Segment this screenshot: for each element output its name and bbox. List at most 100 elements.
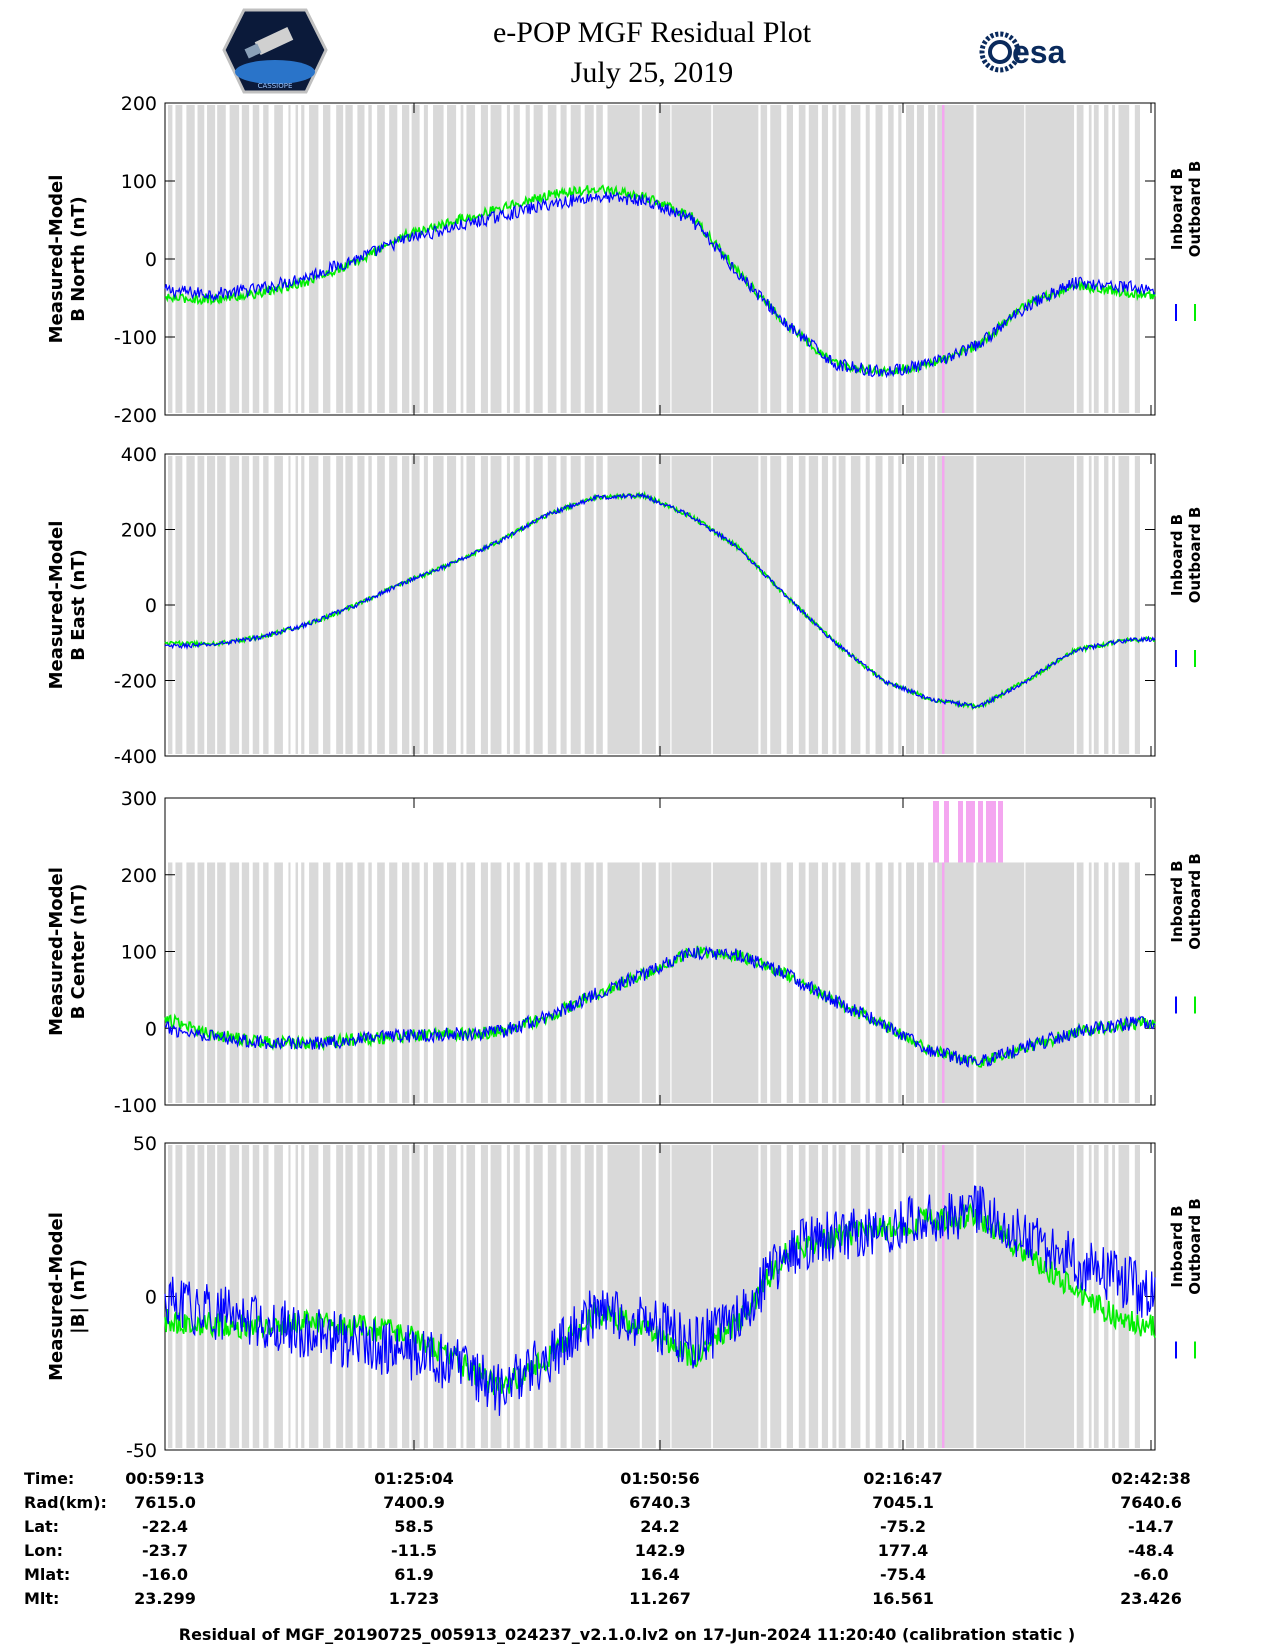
data-gap-band [336, 862, 344, 1103]
y-tick-label: -400 [114, 746, 157, 768]
data-gap-band [596, 862, 603, 1103]
data-gap-band [1104, 862, 1109, 1103]
page-date: July 25, 2019 [571, 56, 734, 89]
info-value: 7615.0 [134, 1493, 196, 1512]
y-axis-label: |B| (nT) [68, 1259, 89, 1334]
data-gap-band [301, 456, 305, 754]
info-label: Rad(km): [24, 1493, 107, 1512]
data-gap-band [832, 105, 837, 413]
data-gap-band [368, 862, 372, 1103]
data-gap-band [423, 456, 428, 754]
data-gap-band [197, 862, 205, 1103]
data-gap-band [658, 862, 671, 1103]
data-gap-band [309, 1145, 319, 1448]
data-gap-band [301, 1145, 305, 1448]
data-gap-band [480, 862, 488, 1103]
y-tick-label: 100 [121, 942, 157, 964]
data-gap-band [186, 456, 195, 754]
data-gap-band [570, 105, 581, 413]
info-value: 6740.3 [629, 1493, 691, 1512]
info-value: 7045.1 [872, 1493, 934, 1512]
data-gap-band [301, 105, 305, 413]
data-gap-band [377, 862, 385, 1103]
data-gap-band [252, 1145, 260, 1448]
data-gap-band [584, 105, 594, 413]
data-gap-band [336, 456, 344, 754]
data-gap-band [433, 105, 444, 413]
info-value: 16.561 [872, 1589, 934, 1608]
data-gap-band [671, 862, 712, 1103]
data-gap-band [295, 1145, 299, 1448]
data-gap-band [976, 105, 1025, 413]
info-value: 23.299 [134, 1589, 196, 1608]
info-value: 1.723 [389, 1589, 440, 1608]
data-gap-band [506, 456, 510, 754]
event-marker [986, 801, 996, 863]
data-gap-band [480, 105, 488, 413]
data-gap-band [460, 105, 464, 413]
info-value: 177.4 [878, 1541, 929, 1560]
data-gap-band [671, 456, 712, 754]
info-label: Mlat: [24, 1565, 70, 1584]
data-gap-band [401, 1145, 410, 1448]
data-gap-band [197, 105, 205, 413]
legend-outboard-label: Outboard B [1186, 161, 1204, 258]
data-gap-band [928, 456, 936, 754]
event-marker [958, 801, 963, 863]
event-marker [966, 801, 975, 863]
data-gap-band [1118, 105, 1130, 413]
legend-inboard-label: Inboard B [1168, 514, 1186, 596]
data-gap-band [1088, 456, 1092, 754]
data-gap-band [533, 105, 543, 413]
data-gap-band [513, 862, 520, 1103]
data-gap-band [808, 105, 819, 413]
data-gap-band [197, 1145, 205, 1448]
data-gap-band [865, 456, 870, 754]
data-gap-band [1093, 456, 1099, 754]
cassiope-logo: CASSIOPE [222, 8, 328, 94]
data-gap-band [898, 1145, 902, 1448]
data-gap-band [336, 105, 344, 413]
data-gap-band [466, 862, 476, 1103]
data-gap-band [1104, 456, 1109, 754]
data-gap-band [560, 105, 567, 413]
data-gap-band [1134, 456, 1140, 754]
info-row-lon: Lon: -23.7 -11.5 142.9 177.4 -48.4 [24, 1541, 1174, 1560]
data-gap-band [1093, 105, 1099, 413]
data-gap-band [401, 105, 410, 413]
info-value: -23.7 [142, 1541, 188, 1560]
data-gap-band [447, 862, 457, 1103]
data-gap-band [288, 105, 291, 413]
data-gap-band [207, 1145, 216, 1448]
data-gap-band [786, 105, 794, 413]
data-gap-band [241, 862, 250, 1103]
event-marker [942, 1145, 945, 1448]
data-gap-band [411, 862, 420, 1103]
data-gap-band [447, 456, 457, 754]
legend: Inboard B Outboard B [1168, 507, 1204, 667]
data-gap-band [252, 105, 260, 413]
data-gap-band [888, 1145, 894, 1448]
data-gap-band [906, 862, 915, 1103]
data-gap-band [175, 456, 183, 754]
data-gap-band [368, 456, 372, 754]
y-tick-label: 300 [121, 788, 157, 810]
data-gap-band [525, 862, 530, 1103]
data-gap-band [838, 1145, 846, 1448]
data-gap-band [401, 456, 410, 754]
y-axis-label: B North (nT) [68, 196, 89, 322]
data-gap-band [241, 105, 250, 413]
legend-inboard-label: Inboard B [1168, 860, 1186, 942]
data-gap-band [295, 862, 299, 1103]
data-gap-band [798, 1145, 806, 1448]
data-gap-band [808, 1145, 819, 1448]
data-gap-band [368, 1145, 372, 1448]
data-gap-band [850, 105, 861, 413]
data-gap-band [928, 1145, 936, 1448]
data-gap-band [357, 862, 365, 1103]
info-row-lat: Lat: -22.4 58.5 24.2 -75.2 -14.7 [24, 1517, 1174, 1536]
data-gap-band [560, 862, 567, 1103]
page-title: e-POP MGF Residual Plot [493, 16, 812, 49]
data-gap-band [808, 456, 819, 754]
y-tick-label: 400 [121, 444, 157, 466]
